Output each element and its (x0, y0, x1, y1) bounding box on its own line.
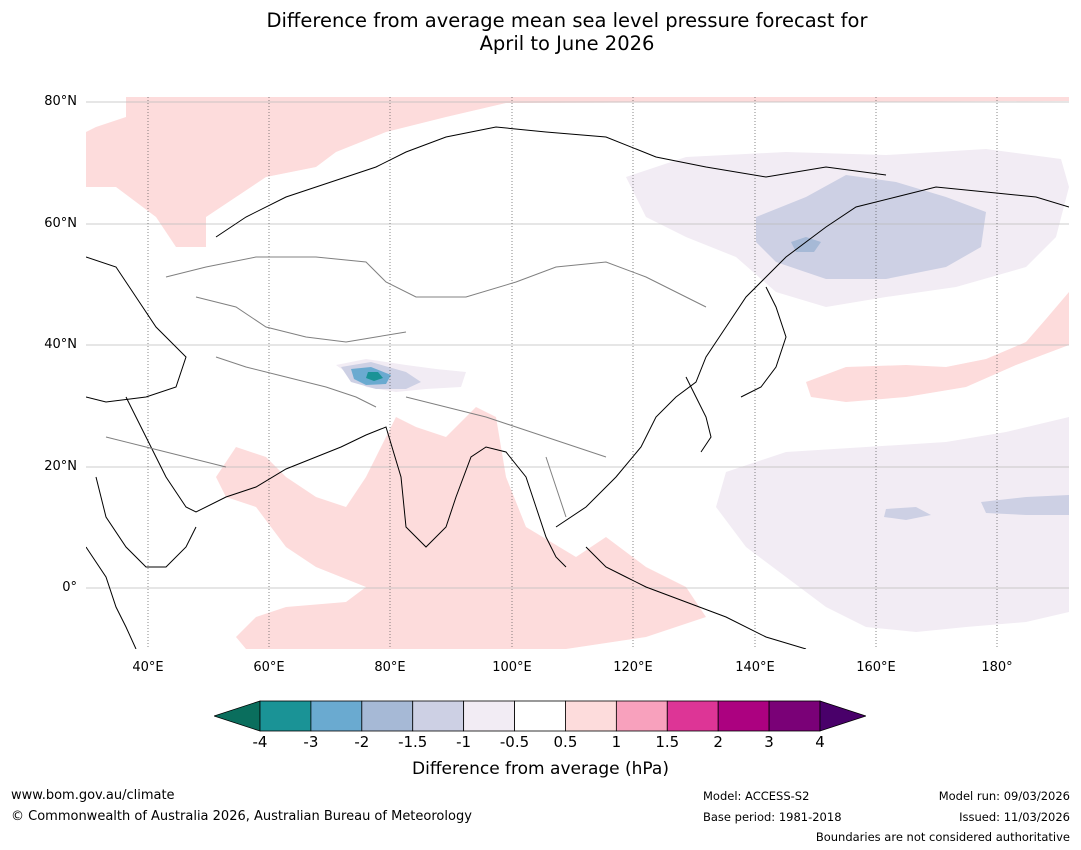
colorbar-segment (768, 700, 821, 732)
colorbar-segment (412, 700, 465, 732)
strong-negative-anomaly-shading (351, 237, 821, 385)
chart-title: Difference from average mean sea level p… (0, 9, 1081, 55)
colorbar-segment (463, 700, 515, 732)
lon-label-120e: 120°E (613, 660, 653, 675)
colorbar-tick-label: -2 (354, 733, 370, 751)
moderate-negative-anomaly-shading (341, 175, 1069, 520)
colorbar-tick-label: 1.5 (655, 733, 680, 751)
title-line-1: Difference from average mean sea level p… (266, 9, 868, 32)
colorbar-segment (259, 700, 312, 732)
copyright-text: © Commonwealth of Australia 2026, Austra… (11, 809, 472, 824)
lat-label-80n: 80°N (44, 94, 77, 109)
colorbar-label: Difference from average (hPa) (412, 759, 669, 779)
colorbar-segment (514, 700, 566, 732)
colorbar-segment (615, 700, 668, 732)
colorbar (212, 700, 868, 732)
base-period-text: Base period: 1981-2018 (703, 810, 842, 824)
positive-anomaly-shading (86, 97, 1069, 649)
colorbar-tick-label: 1 (611, 733, 622, 751)
colorbar-tick-label: -1 (456, 733, 472, 751)
disclaimer-text: Boundaries are not considered authoritat… (815, 830, 1070, 844)
colorbar-segment (666, 700, 719, 732)
coastlines (86, 126, 1069, 649)
lon-label-100e: 100°E (492, 660, 532, 675)
lon-label-160e: 160°E (856, 660, 896, 675)
pressure-anomaly-map (86, 97, 1069, 649)
colorbar-extend-low (212, 700, 261, 732)
colorbar-tick-label: 2 (713, 733, 723, 751)
colorbar-segment (310, 700, 363, 732)
graticule (86, 97, 1069, 649)
lat-label-20n: 20°N (44, 459, 77, 474)
website-link[interactable]: www.bom.gov.au/climate (11, 788, 175, 803)
model-text: Model: ACCESS-S2 (703, 789, 810, 803)
colorbar-tick-label: 4 (815, 733, 825, 751)
colorbar-extend-high (819, 700, 868, 732)
colorbar-tick-label: -4 (252, 733, 268, 751)
lon-label-60e: 60°E (253, 660, 285, 675)
issued-text: Issued: 11/03/2026 (959, 810, 1070, 824)
lat-label-40n: 40°N (44, 337, 77, 352)
colorbar-tick-label: 3 (764, 733, 774, 751)
colorbar-segment (565, 700, 617, 732)
lon-label-180: 180° (981, 660, 1013, 675)
colorbar-tick-label: -3 (303, 733, 319, 751)
colorbar-tick-label: -1.5 (398, 733, 428, 751)
lat-label-0: 0° (62, 580, 77, 595)
map-canvas (86, 97, 1069, 649)
title-line-2: April to June 2026 (479, 32, 655, 55)
lon-label-40e: 40°E (132, 660, 164, 675)
colorbar-segment (361, 700, 414, 732)
lon-label-140e: 140°E (735, 660, 775, 675)
colorbar-segment (717, 700, 770, 732)
lat-label-60n: 60°N (44, 216, 77, 231)
lon-label-80e: 80°E (374, 660, 406, 675)
colorbar-tick-label: -0.5 (499, 733, 530, 751)
colorbar-svg (212, 700, 868, 732)
country-borders (105, 256, 707, 518)
colorbar-tick-label: 0.5 (553, 733, 578, 751)
model-run-text: Model run: 09/03/2026 (938, 789, 1070, 803)
